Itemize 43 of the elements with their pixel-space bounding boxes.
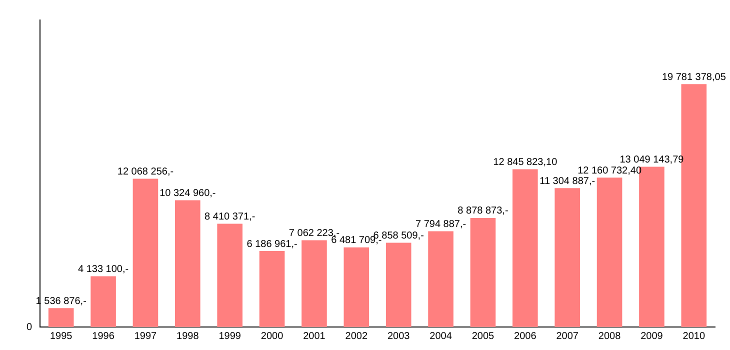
- x-tick-label: 2001: [303, 330, 326, 342]
- x-tick-label: 2006: [514, 330, 537, 342]
- x-tick-label: 2003: [387, 330, 410, 342]
- data-label: 10 324 960,-: [160, 188, 216, 199]
- bar: [302, 240, 327, 327]
- x-tick-label: 1996: [92, 330, 115, 342]
- data-label: 12 160 732,40: [578, 165, 642, 176]
- data-label: 7 794 887,-: [415, 219, 466, 230]
- bar: [470, 218, 496, 327]
- bar: [217, 224, 242, 327]
- x-tick-label: 2004: [430, 330, 452, 342]
- bar: [175, 200, 200, 327]
- data-label: 4 133 100,-: [78, 264, 129, 275]
- bar: [554, 188, 580, 327]
- bar: [90, 276, 116, 327]
- x-tick-label: 2007: [556, 330, 579, 342]
- bar: [48, 308, 74, 327]
- data-label: 13 049 143,79: [620, 154, 684, 166]
- x-tick-label: 2008: [598, 330, 622, 342]
- data-label: 12 845 823,10: [493, 157, 558, 168]
- data-label: 11 304 887,-: [540, 176, 596, 187]
- bar: [512, 169, 538, 327]
- bar: [428, 231, 454, 327]
- x-tick-label: 2010: [682, 330, 706, 342]
- bar: [132, 178, 158, 327]
- x-tick-label: 1995: [50, 330, 73, 342]
- x-tick-label: 2005: [472, 330, 495, 342]
- data-label: 8 878 873,-: [458, 206, 508, 217]
- x-tick-label: 1998: [176, 330, 200, 342]
- bar: [344, 247, 370, 327]
- data-label: 19 781 378,05: [662, 72, 726, 83]
- x-tick-label: 1999: [218, 330, 242, 342]
- x-tick-label: 2000: [260, 330, 284, 342]
- data-label: 8 410 371,-: [204, 211, 256, 222]
- data-label: 12 068 256,-: [117, 166, 174, 178]
- bar: [386, 242, 412, 327]
- x-tick-label: 2009: [640, 330, 664, 342]
- bar: [596, 178, 622, 327]
- x-tick-label: 1997: [134, 330, 158, 342]
- x-tick-label: 2002: [345, 330, 368, 342]
- text: 0: [26, 322, 32, 333]
- bar: [259, 251, 285, 327]
- data-label: 6 186 961,-: [246, 238, 298, 250]
